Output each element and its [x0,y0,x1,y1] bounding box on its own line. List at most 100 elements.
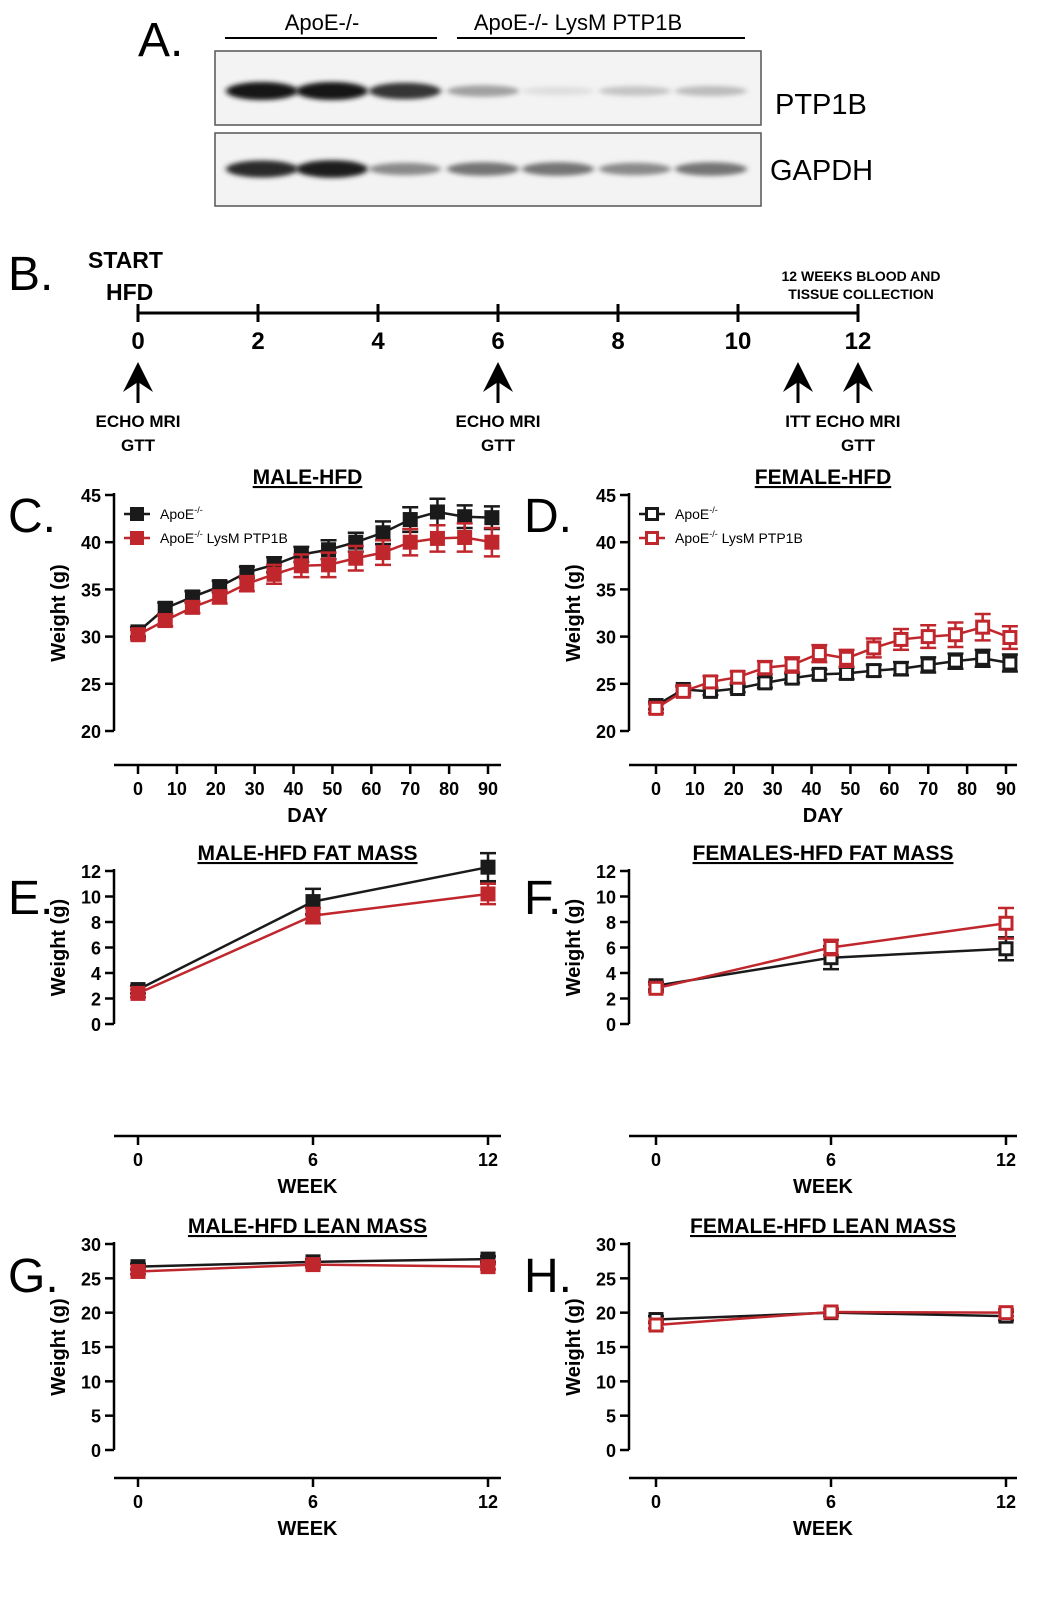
gapdh-band [369,162,441,176]
x-tick-label: 10 [685,779,705,799]
data-point [130,1263,146,1279]
event-label: ECHO MRI [456,412,541,431]
x-tick-label: 60 [361,779,381,799]
y-tick-label: 12 [81,862,101,882]
x-tick-label: 10 [167,779,187,799]
x-tick-label: 0 [133,1492,143,1512]
panel-label-d: D. [524,490,572,543]
chart-title: MALE-HFD FAT MASS [197,842,417,865]
chart-female-fat-mass: 0 2 4 6 8 10 12 0 6 12 WEEK Weight (g) FEMALES-HFD F… [563,842,1017,1198]
series-ptp1b [130,522,500,643]
data-point [730,669,746,685]
x-tick-label: 70 [918,779,938,799]
panel-label-a: A. [138,14,183,67]
timeline-start-label: START [88,247,163,273]
y-tick-label: 2 [91,990,101,1010]
data-point [480,859,496,875]
y-tick-label: 20 [596,1304,616,1324]
data-point [947,627,963,643]
data-point [893,661,909,677]
data-point [998,1305,1014,1321]
y-tick-label: 20 [81,722,101,742]
timeline-tick-label: 0 [131,328,144,355]
gapdh-bands [226,160,747,178]
data-point [648,980,664,996]
legend-marker [645,531,659,545]
data-point [1002,630,1018,646]
timeline-end-label: 12 WEEKS BLOOD AND [782,268,941,284]
y-tick-label: 30 [596,628,616,648]
chart-title: MALE-HFD [253,466,363,489]
data-point [239,576,255,592]
event-arrow-head [123,362,153,392]
data-point [757,660,773,676]
ptp1b-band [447,85,519,97]
data-point [157,600,173,616]
series-ptp1b [648,1304,1014,1333]
ptp1b-band [599,86,671,96]
y-tick-label: 4 [606,964,616,984]
data-point [998,941,1014,957]
band-label-ptp1b: PTP1B [775,89,867,121]
x-tick-label: 90 [478,779,498,799]
y-tick-label: 10 [596,1372,616,1392]
data-point [757,675,773,691]
x-axis-label: DAY [287,805,328,827]
band-label-gapdh: GAPDH [770,155,873,187]
data-point [484,534,500,550]
legend-entry: ApoE-/- [639,505,718,522]
data-point [457,509,473,525]
data-point [184,599,200,615]
x-tick-label: 80 [957,779,977,799]
gapdh-band [675,162,747,176]
y-tick-label: 4 [91,964,101,984]
panel-label-c: C. [8,490,56,543]
data-point [811,666,827,682]
chart-female-lean-mass: 0 5 10 15 20 25 30 0 6 12 WEEK Weight (g) FEMALE-HFD… [563,1215,1017,1540]
y-axis-label: Weight (g) [563,564,585,661]
x-tick-label: 80 [439,779,459,799]
y-tick-label: 40 [81,533,101,553]
timeline-start-label: HFD [106,279,153,305]
data-point [429,504,445,520]
y-tick-label: 25 [596,675,616,695]
data-point [212,589,228,605]
y-tick-label: 10 [596,888,616,908]
y-tick-label: 0 [606,1015,616,1035]
y-tick-label: 6 [606,939,616,959]
timeline-tick-label: 8 [611,328,624,355]
x-tick-label: 0 [133,1150,143,1170]
x-axis-label: WEEK [278,1176,339,1198]
y-tick-label: 45 [596,486,616,506]
data-point [480,1259,496,1275]
x-axis-label: DAY [803,805,844,827]
legend-entry: ApoE-/- LysM PTP1B [639,529,803,546]
y-tick-label: 2 [606,990,616,1010]
y-tick-label: 20 [596,722,616,742]
timeline-tick-label: 12 [845,328,872,355]
x-tick-label: 60 [879,779,899,799]
chart-male-lean-mass: 0 5 10 15 20 25 30 0 6 12 WEEK Weight (g) MALE-HFD L… [48,1215,501,1540]
data-point [305,894,321,910]
x-tick-label: 6 [308,1150,318,1170]
x-tick-label: 30 [763,779,783,799]
x-tick-label: 6 [308,1492,318,1512]
y-axis-label: Weight (g) [48,564,70,661]
y-tick-label: 10 [81,1372,101,1392]
gapdh-band [599,162,671,176]
timeline-end-label: TISSUE COLLECTION [788,286,933,302]
legend-entry: ApoE-/- LysM PTP1B [124,529,288,546]
data-point [839,665,855,681]
y-tick-label: 25 [81,675,101,695]
timeline-tick-label: 2 [251,328,264,355]
data-point [402,512,418,528]
group1-label: ApoE-/- [285,10,360,35]
data-point [130,627,146,643]
event-arrow-head [483,362,513,392]
y-tick-label: 25 [81,1269,101,1289]
data-point [321,557,337,573]
timeline-tick-label: 4 [371,328,385,355]
series-ptp1b [648,612,1018,716]
chart-title: FEMALE-HFD LEAN MASS [690,1215,956,1238]
x-tick-label: 12 [996,1150,1016,1170]
